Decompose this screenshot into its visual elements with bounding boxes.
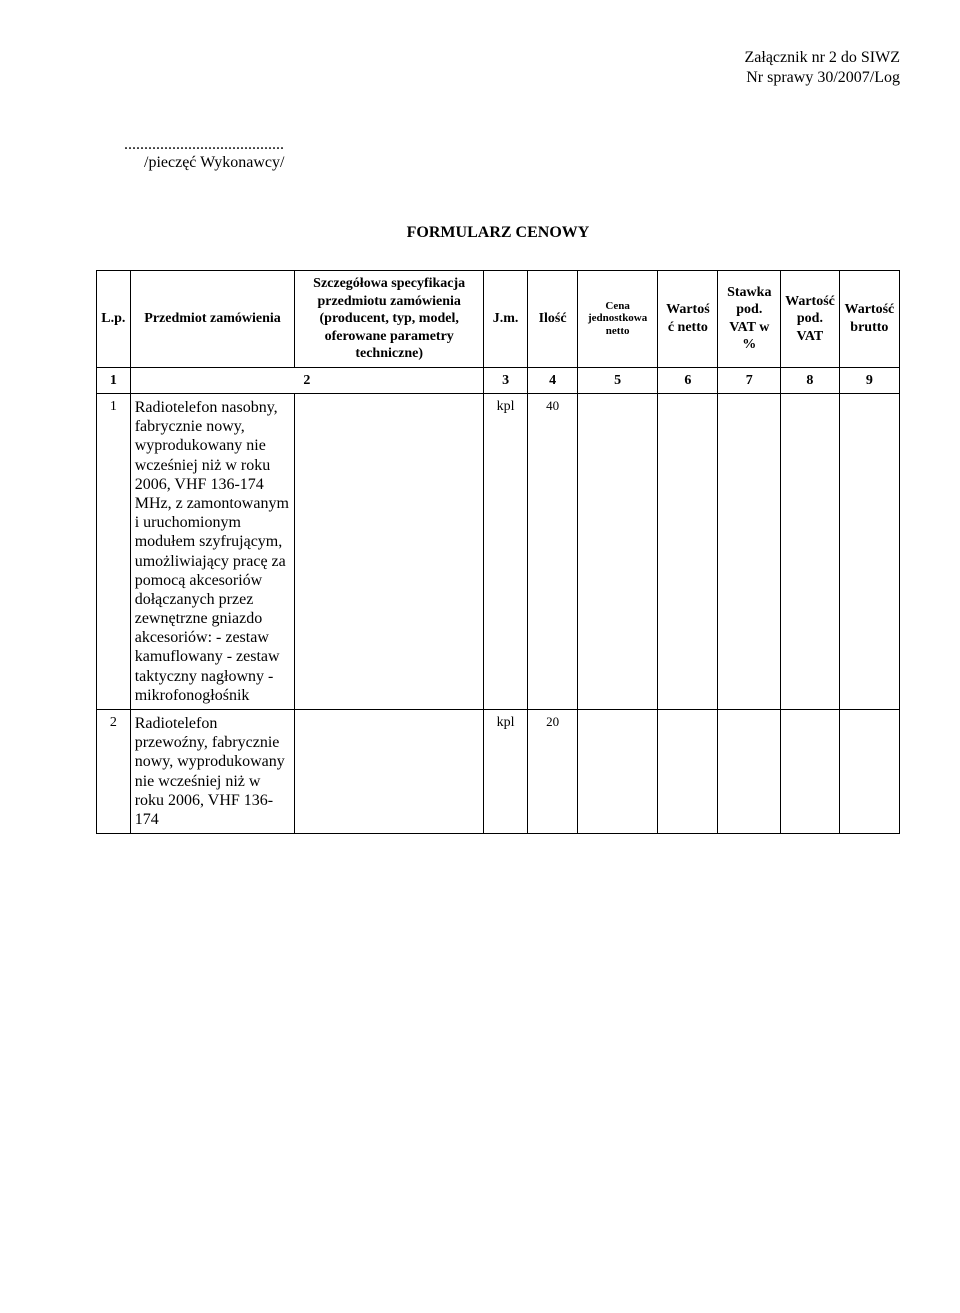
stamp-dots: ........................................ <box>124 136 900 154</box>
index-cell: 7 <box>718 367 781 394</box>
col-header-spec: Szczegółowa specyfikacja przedmiotu zamó… <box>295 271 484 368</box>
index-cell: 5 <box>577 367 657 394</box>
attachment-line: Załącznik nr 2 do SIWZ <box>96 48 900 68</box>
cell-item: Radiotelefon przewoźny, fabrycznie nowy,… <box>130 710 295 834</box>
cell-stawka-vat <box>718 710 781 834</box>
index-cell: 9 <box>839 367 899 394</box>
index-cell: 6 <box>658 367 718 394</box>
index-cell: 2 <box>130 367 483 394</box>
index-cell: 8 <box>781 367 840 394</box>
index-row: 1 2 3 4 5 6 7 8 9 <box>97 367 900 394</box>
index-cell: 1 <box>97 367 131 394</box>
cell-spec <box>295 710 484 834</box>
table-head: L.p. Przedmiot zamówienia Szczegółowa sp… <box>97 271 900 394</box>
cell-wartosc-netto <box>658 394 718 710</box>
col-header-wartosc-brutto: Wartość brutto <box>839 271 899 368</box>
page: Załącznik nr 2 do SIWZ Nr sprawy 30/2007… <box>0 0 960 1313</box>
cell-wartosc-brutto <box>839 710 899 834</box>
cell-qty: 20 <box>528 710 578 834</box>
stamp-caption: /pieczęć Wykonawcy/ <box>144 154 900 172</box>
cell-item: Radiotelefon nasobny, fabrycznie nowy, w… <box>130 394 295 710</box>
cell-jm: kpl <box>484 394 528 710</box>
cell-qty: 40 <box>528 394 578 710</box>
cell-wartosc-netto <box>658 710 718 834</box>
table-row: 1 Radiotelefon nasobny, fabrycznie nowy,… <box>97 394 900 710</box>
form-title: FORMULARZ CENOWY <box>96 224 900 242</box>
cell-cena <box>577 710 657 834</box>
cell-wartosc-pod-vat <box>781 394 840 710</box>
cell-jm: kpl <box>484 710 528 834</box>
col-header-stawka-vat: Stawka pod. VAT w % <box>718 271 781 368</box>
cell-wartosc-pod-vat <box>781 710 840 834</box>
cell-lp: 2 <box>97 710 131 834</box>
case-number-line: Nr sprawy 30/2007/Log <box>96 68 900 88</box>
table-body: 1 Radiotelefon nasobny, fabrycznie nowy,… <box>97 394 900 834</box>
table-row: 2 Radiotelefon przewoźny, fabrycznie now… <box>97 710 900 834</box>
col-header-lp: L.p. <box>97 271 131 368</box>
index-cell: 4 <box>528 367 578 394</box>
col-header-wartosc-netto: Wartoś ć netto <box>658 271 718 368</box>
header-block: Załącznik nr 2 do SIWZ Nr sprawy 30/2007… <box>96 48 900 88</box>
cell-wartosc-brutto <box>839 394 899 710</box>
col-header-jm: J.m. <box>484 271 528 368</box>
cell-spec <box>295 394 484 710</box>
cell-stawka-vat <box>718 394 781 710</box>
cell-lp: 1 <box>97 394 131 710</box>
col-header-item: Przedmiot zamówienia <box>130 271 295 368</box>
price-table: L.p. Przedmiot zamówienia Szczegółowa sp… <box>96 270 900 834</box>
col-header-wartosc-pod-vat: Wartość pod. VAT <box>781 271 840 368</box>
cell-cena <box>577 394 657 710</box>
index-cell: 3 <box>484 367 528 394</box>
header-row: L.p. Przedmiot zamówienia Szczegółowa sp… <box>97 271 900 368</box>
col-header-qty: Ilość <box>528 271 578 368</box>
col-header-cena: Cena jednostkowa netto <box>577 271 657 368</box>
